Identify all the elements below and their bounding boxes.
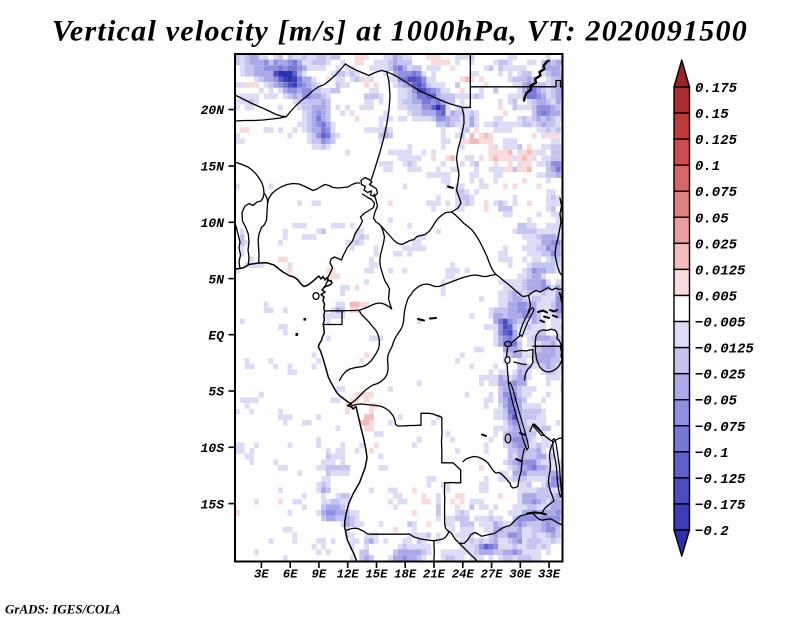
svg-text:0.005: 0.005 xyxy=(695,289,738,305)
svg-text:0.075: 0.075 xyxy=(695,185,738,201)
svg-text:0.15: 0.15 xyxy=(695,107,729,123)
svg-text:15E: 15E xyxy=(365,568,388,582)
svg-text:33E: 33E xyxy=(538,568,561,582)
svg-text:0.1: 0.1 xyxy=(695,159,720,175)
svg-text:0.175: 0.175 xyxy=(695,81,738,97)
svg-text:10S: 10S xyxy=(201,441,225,456)
svg-text:0.125: 0.125 xyxy=(695,133,738,149)
svg-text:EQ: EQ xyxy=(208,328,224,343)
svg-text:30E: 30E xyxy=(509,568,532,582)
svg-text:−0.1: −0.1 xyxy=(695,446,729,462)
svg-text:GrADS: IGES/COLA: GrADS: IGES/COLA xyxy=(5,602,121,617)
svg-text:3E: 3E xyxy=(254,568,269,582)
svg-text:12E: 12E xyxy=(337,568,360,582)
svg-text:6E: 6E xyxy=(283,568,298,582)
svg-text:5S: 5S xyxy=(208,385,224,400)
svg-text:18E: 18E xyxy=(394,568,417,582)
svg-text:5N: 5N xyxy=(208,272,224,287)
svg-text:0.0125: 0.0125 xyxy=(695,263,746,279)
svg-text:27E: 27E xyxy=(481,568,504,582)
svg-text:20N: 20N xyxy=(201,103,225,118)
svg-text:−0.0125: −0.0125 xyxy=(695,342,754,358)
svg-text:24E: 24E xyxy=(452,568,475,582)
svg-text:0.05: 0.05 xyxy=(695,211,729,227)
svg-text:−0.175: −0.175 xyxy=(695,498,746,514)
svg-text:15S: 15S xyxy=(201,497,225,512)
svg-text:−0.025: −0.025 xyxy=(695,368,746,384)
svg-text:10N: 10N xyxy=(201,216,225,231)
svg-text:−0.075: −0.075 xyxy=(695,420,746,436)
svg-text:15N: 15N xyxy=(201,160,225,175)
svg-text:Vertical velocity [m/s] at 100: Vertical velocity [m/s] at 1000hPa, VT: … xyxy=(52,15,748,48)
svg-text:9E: 9E xyxy=(312,568,327,582)
svg-text:0.025: 0.025 xyxy=(695,237,738,253)
svg-text:−0.125: −0.125 xyxy=(695,472,746,488)
svg-text:−0.05: −0.05 xyxy=(695,394,738,410)
svg-text:21E: 21E xyxy=(423,568,446,582)
svg-text:−0.005: −0.005 xyxy=(695,316,746,332)
svg-text:−0.2: −0.2 xyxy=(695,524,729,540)
